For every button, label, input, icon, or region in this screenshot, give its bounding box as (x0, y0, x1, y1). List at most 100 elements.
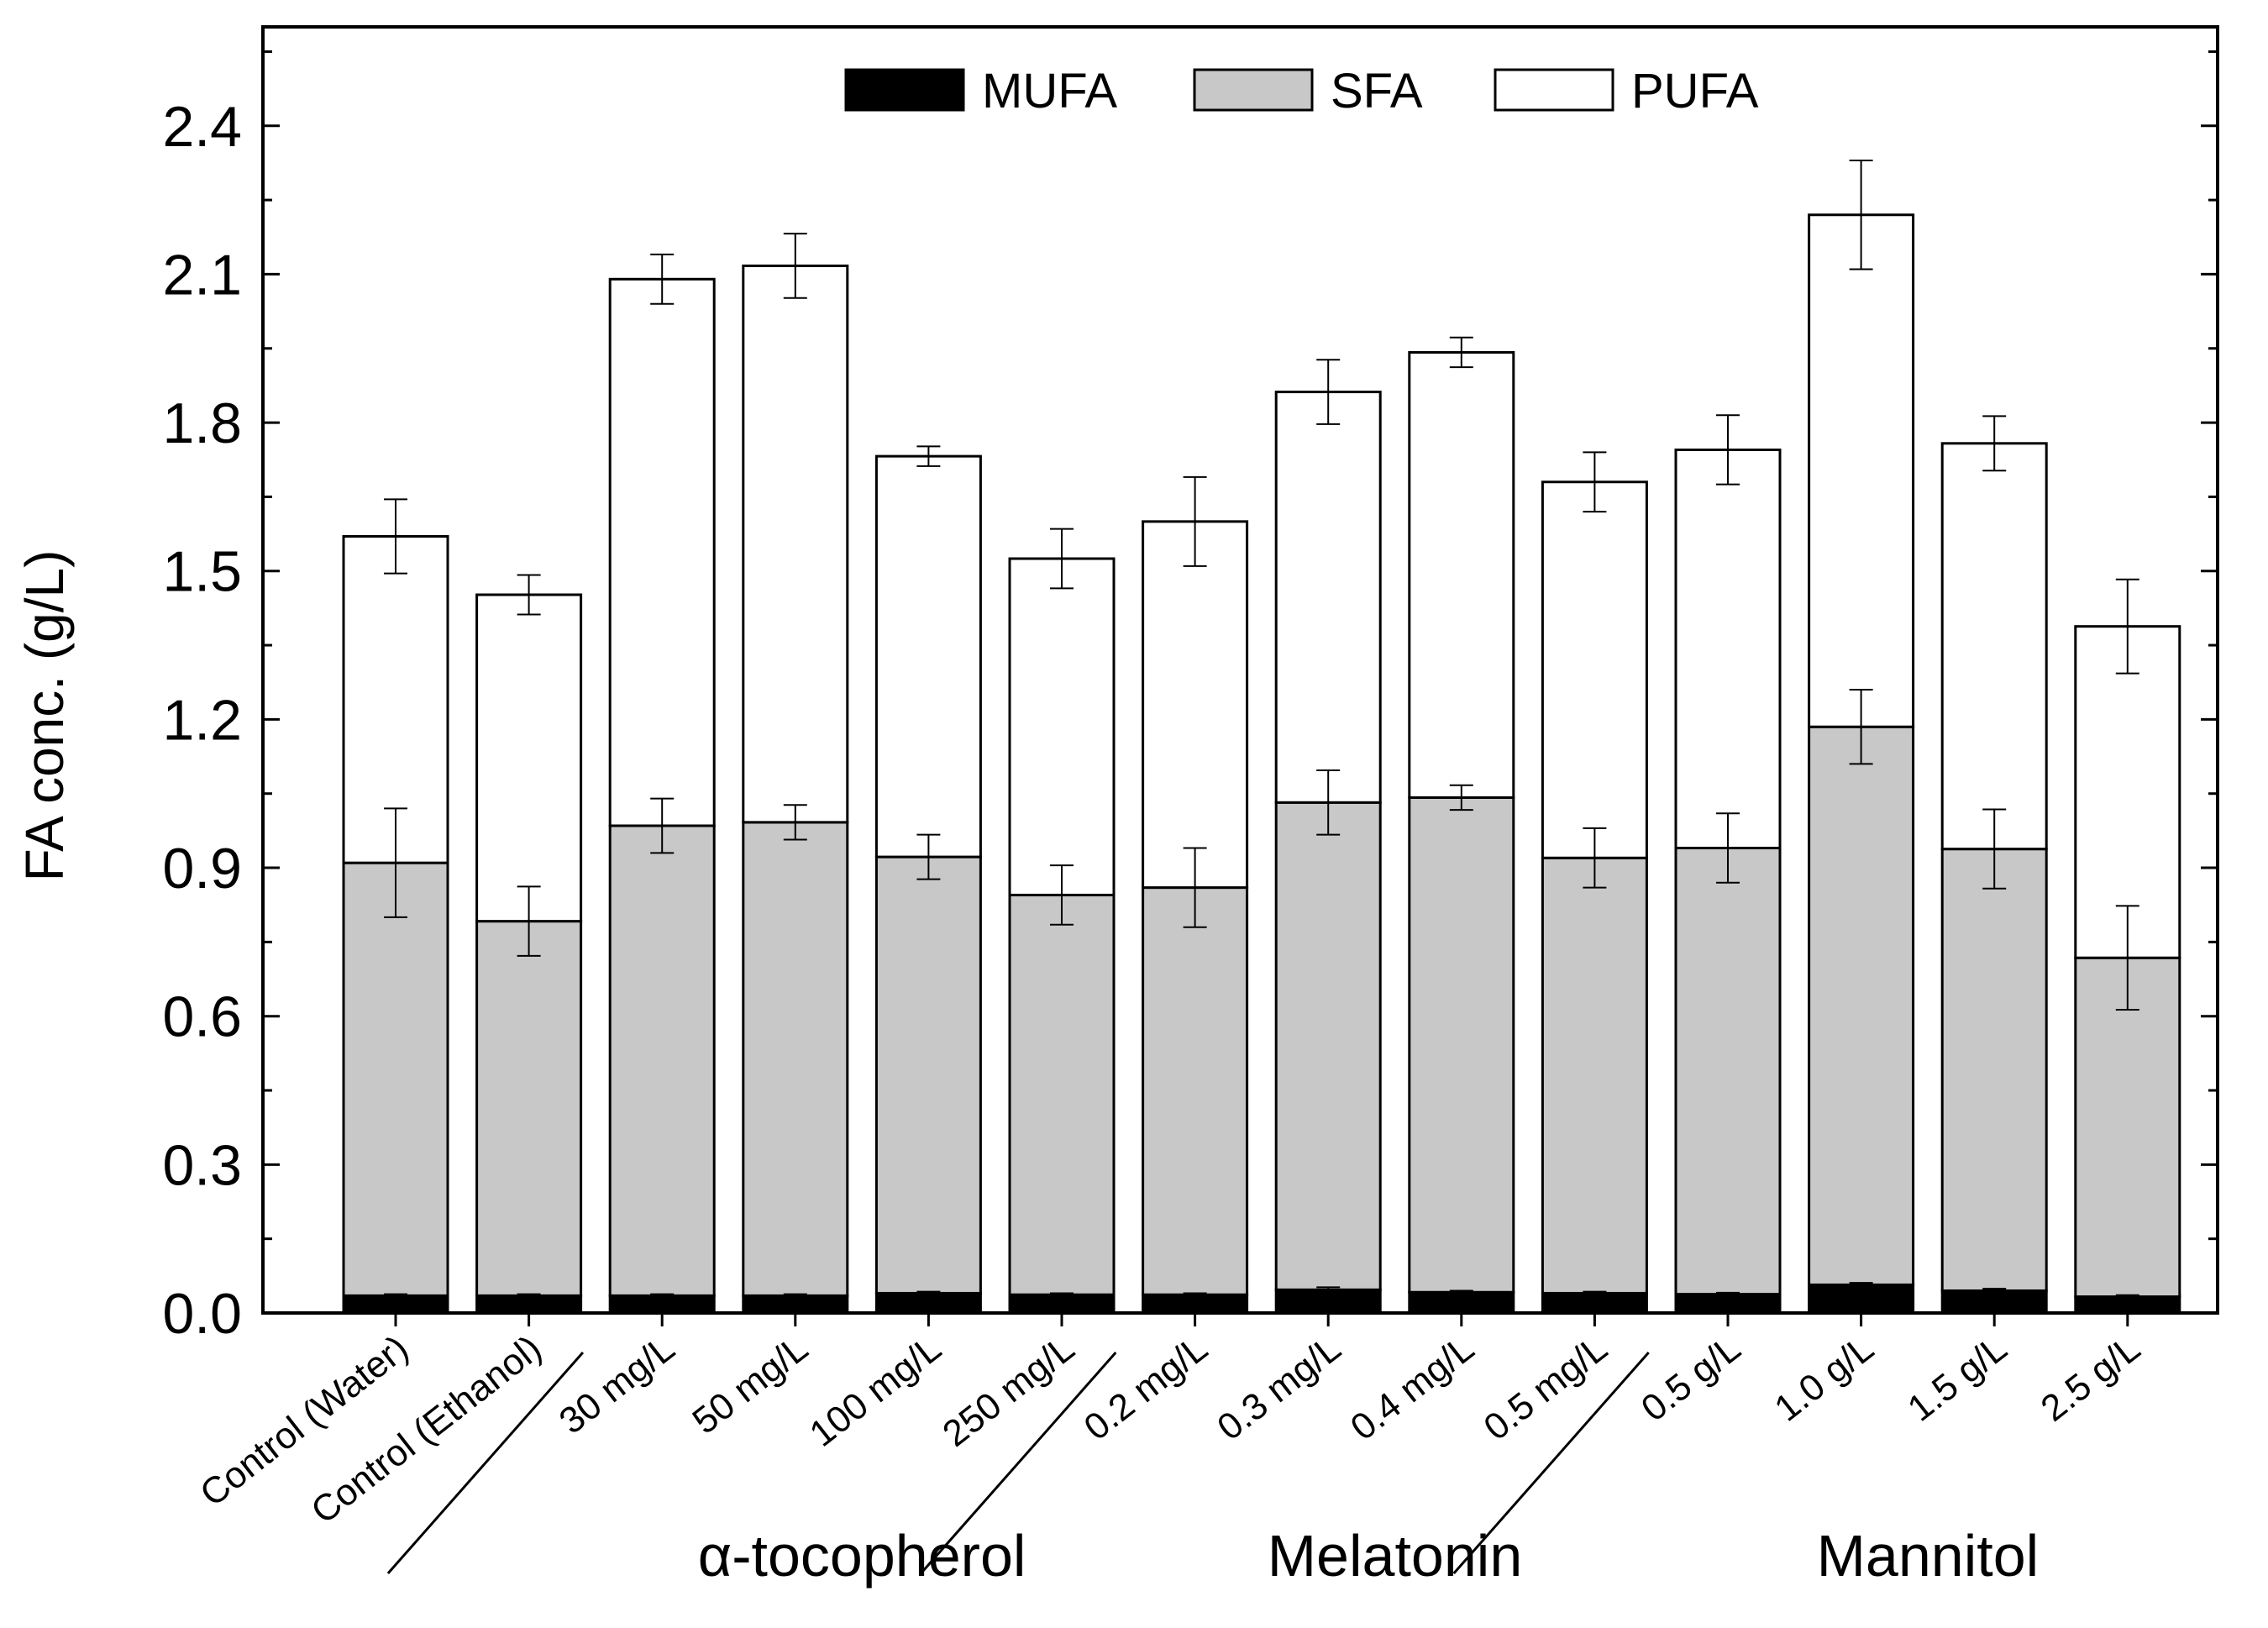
bar-pufa (874, 454, 982, 859)
error-bar-mufa (1183, 1292, 1207, 1297)
error-bar-mufa (1849, 1282, 1873, 1288)
x-tick-label: 250 mg/L (935, 1327, 1082, 1455)
x-axis: Control (Water)Control (Ethanol) 30 mg/L 5… (192, 1313, 2148, 1532)
y-tick-label: 0.9 (162, 837, 242, 901)
error-bar-pufa (1849, 159, 1873, 270)
bar-sfa (1008, 893, 1116, 1296)
bar-mufa (1808, 1283, 1915, 1315)
error-bar-mufa (650, 1293, 675, 1299)
group-label: Mannitol (1817, 1523, 2040, 1589)
error-bar-pufa (1316, 359, 1341, 425)
bar-mufa (1940, 1289, 2048, 1315)
error-bar-mufa (916, 1290, 941, 1296)
error-bar-pufa (517, 574, 541, 616)
bar-mufa (1541, 1291, 1648, 1315)
x-tick-label: 50 mg/L (685, 1327, 816, 1442)
bar-pufa (608, 277, 716, 827)
error-bar-pufa (650, 253, 675, 305)
error-bar-mufa (1982, 1288, 2007, 1294)
error-bar-sfa (1449, 784, 1473, 811)
error-bar-mufa (1316, 1286, 1341, 1294)
bar-sfa (2074, 956, 2181, 1299)
x-tick-label: 0.2 mg/L (1077, 1327, 1215, 1448)
bar-mufa (475, 1294, 583, 1315)
y-axis-title: FA conc. (g/L) (14, 550, 75, 882)
group-labels: α-tocopherol Melatonin Mannitol (386, 1352, 2040, 1589)
x-tick-label: Control (Ethanol) (303, 1327, 549, 1531)
y-axis: 0.0 0.3 0.6 0.9 1.2 1.5 1.8 2.1 2.4 (162, 50, 2218, 1346)
error-bar-pufa (916, 445, 941, 467)
error-bar-sfa (1849, 689, 1873, 765)
bar-sfa (1674, 846, 1782, 1296)
bar-sfa (1142, 886, 1249, 1296)
error-bar-sfa (1050, 864, 1074, 926)
bar-mufa (1008, 1293, 1116, 1315)
error-bar-sfa (1716, 812, 1740, 884)
x-tick-label: 30 mg/L (552, 1327, 682, 1442)
bar-mufa (342, 1294, 449, 1315)
error-bar-pufa (1982, 415, 2007, 472)
error-bar-pufa (1583, 451, 1607, 513)
bar-mufa (1674, 1293, 1782, 1315)
group-separator (1452, 1352, 1650, 1574)
y-tick-label: 1.5 (162, 540, 242, 604)
error-bar-sfa (1982, 808, 2007, 890)
error-bar-mufa (1583, 1290, 1607, 1296)
error-bar-sfa (1183, 847, 1207, 928)
legend-swatch (844, 68, 965, 112)
bar-pufa (1008, 557, 1116, 896)
error-bar-mufa (2115, 1294, 2139, 1300)
error-bar-sfa (916, 833, 941, 880)
error-bar-mufa (517, 1293, 541, 1299)
bar-sfa (1940, 848, 2048, 1293)
bar-pufa (1940, 442, 2048, 851)
bar-pufa (1274, 391, 1382, 804)
error-bar-pufa (1183, 475, 1207, 567)
bar-mufa (608, 1294, 716, 1315)
legend-label: PUFA (1631, 64, 1759, 118)
error-bar-sfa (517, 885, 541, 957)
bar-pufa (1674, 448, 1782, 849)
bar-sfa (1408, 796, 1515, 1294)
error-bar-pufa (1050, 528, 1074, 590)
x-tick-label: 0.3 mg/L (1210, 1327, 1348, 1448)
bar-sfa (608, 824, 716, 1297)
legend: MUFA SFA PUFA (844, 64, 1759, 118)
bar-sfa (742, 821, 849, 1297)
error-bar-pufa (384, 498, 407, 575)
group-separator (920, 1352, 1117, 1574)
legend-swatch (1494, 68, 1614, 112)
error-bar-pufa (2115, 578, 2139, 675)
legend-label: MUFA (982, 64, 1117, 118)
bar-mufa (874, 1291, 982, 1315)
legend-swatch (1193, 68, 1314, 112)
y-tick-label: 2.1 (162, 243, 242, 307)
bar-mufa (1274, 1288, 1382, 1315)
error-bar-sfa (1583, 827, 1607, 889)
y-tick-label: 1.2 (162, 688, 242, 752)
x-tick-label: 0.4 mg/L (1343, 1327, 1482, 1448)
bar-pufa (1142, 520, 1249, 890)
error-bar-sfa (384, 807, 407, 918)
bar-sfa (874, 855, 982, 1295)
y-tick-label: 1.8 (162, 391, 242, 455)
group-label: Melatonin (1268, 1523, 1523, 1589)
error-bar-mufa (1050, 1292, 1074, 1297)
y-tick-label: 0.0 (162, 1282, 242, 1346)
bars-layer (342, 213, 2181, 1315)
group-label: α-tocopherol (698, 1523, 1026, 1589)
y-tick-label: 2.4 (162, 95, 242, 159)
error-bar-mufa (384, 1293, 407, 1299)
bar-pufa (475, 593, 583, 923)
error-bar-pufa (1449, 336, 1473, 369)
error-bar-sfa (650, 797, 675, 854)
error-bar-mufa (1449, 1289, 1473, 1295)
plot-frame (261, 25, 2219, 1315)
bar-pufa (1408, 350, 1515, 799)
error-bars-layer (384, 159, 2139, 1300)
error-bar-sfa (783, 804, 807, 841)
bar-mufa (1142, 1293, 1249, 1315)
x-tick-label: 1.0 g/L (1767, 1327, 1882, 1429)
y-tick-label: 0.3 (162, 1133, 242, 1197)
